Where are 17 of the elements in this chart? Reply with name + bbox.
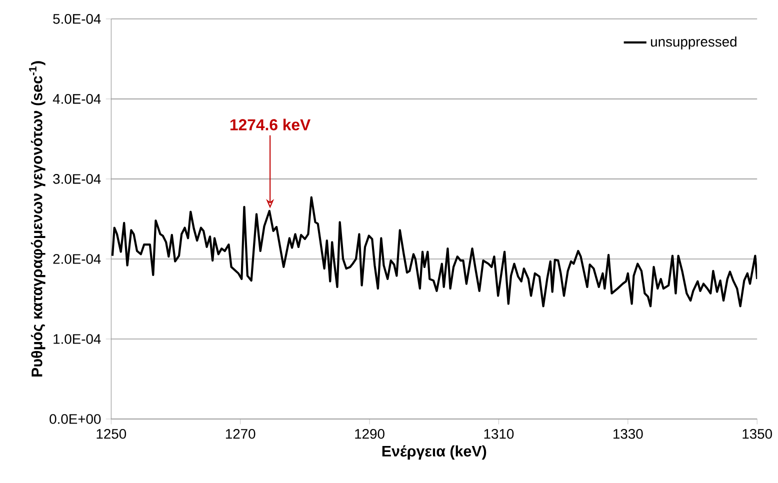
y-tick-label: 1.0E-04 [54,334,101,344]
y-tick-label: 0.0E+00 [50,414,101,424]
line-series [111,196,758,308]
y-axis-title: Ρυθμός καταγραφόμενων γεγονότων (sec$^{-1}$) [29,61,46,377]
annotation: 1274.6 keV [230,118,311,131]
x-tick-label: 1290 [355,429,384,439]
x-tick-label: 1330 [614,429,643,439]
y-tick-label: 3.0E-04 [53,174,101,184]
legend-label: unsuppressed [650,36,736,50]
x-tick-label: 1310 [484,429,514,439]
x-tick-label: 1250 [96,429,126,439]
y-tick-label: 5.0E-04 [53,14,101,24]
x-tick-label: 1350 [742,429,772,439]
x-axis-title: Ενέργεια (keV) [382,445,486,460]
x-tick-label: 1270 [226,429,256,439]
y-tick-label: 4.0E-04 [52,94,101,104]
y-tick-label: 2.0E-04 [53,254,101,264]
